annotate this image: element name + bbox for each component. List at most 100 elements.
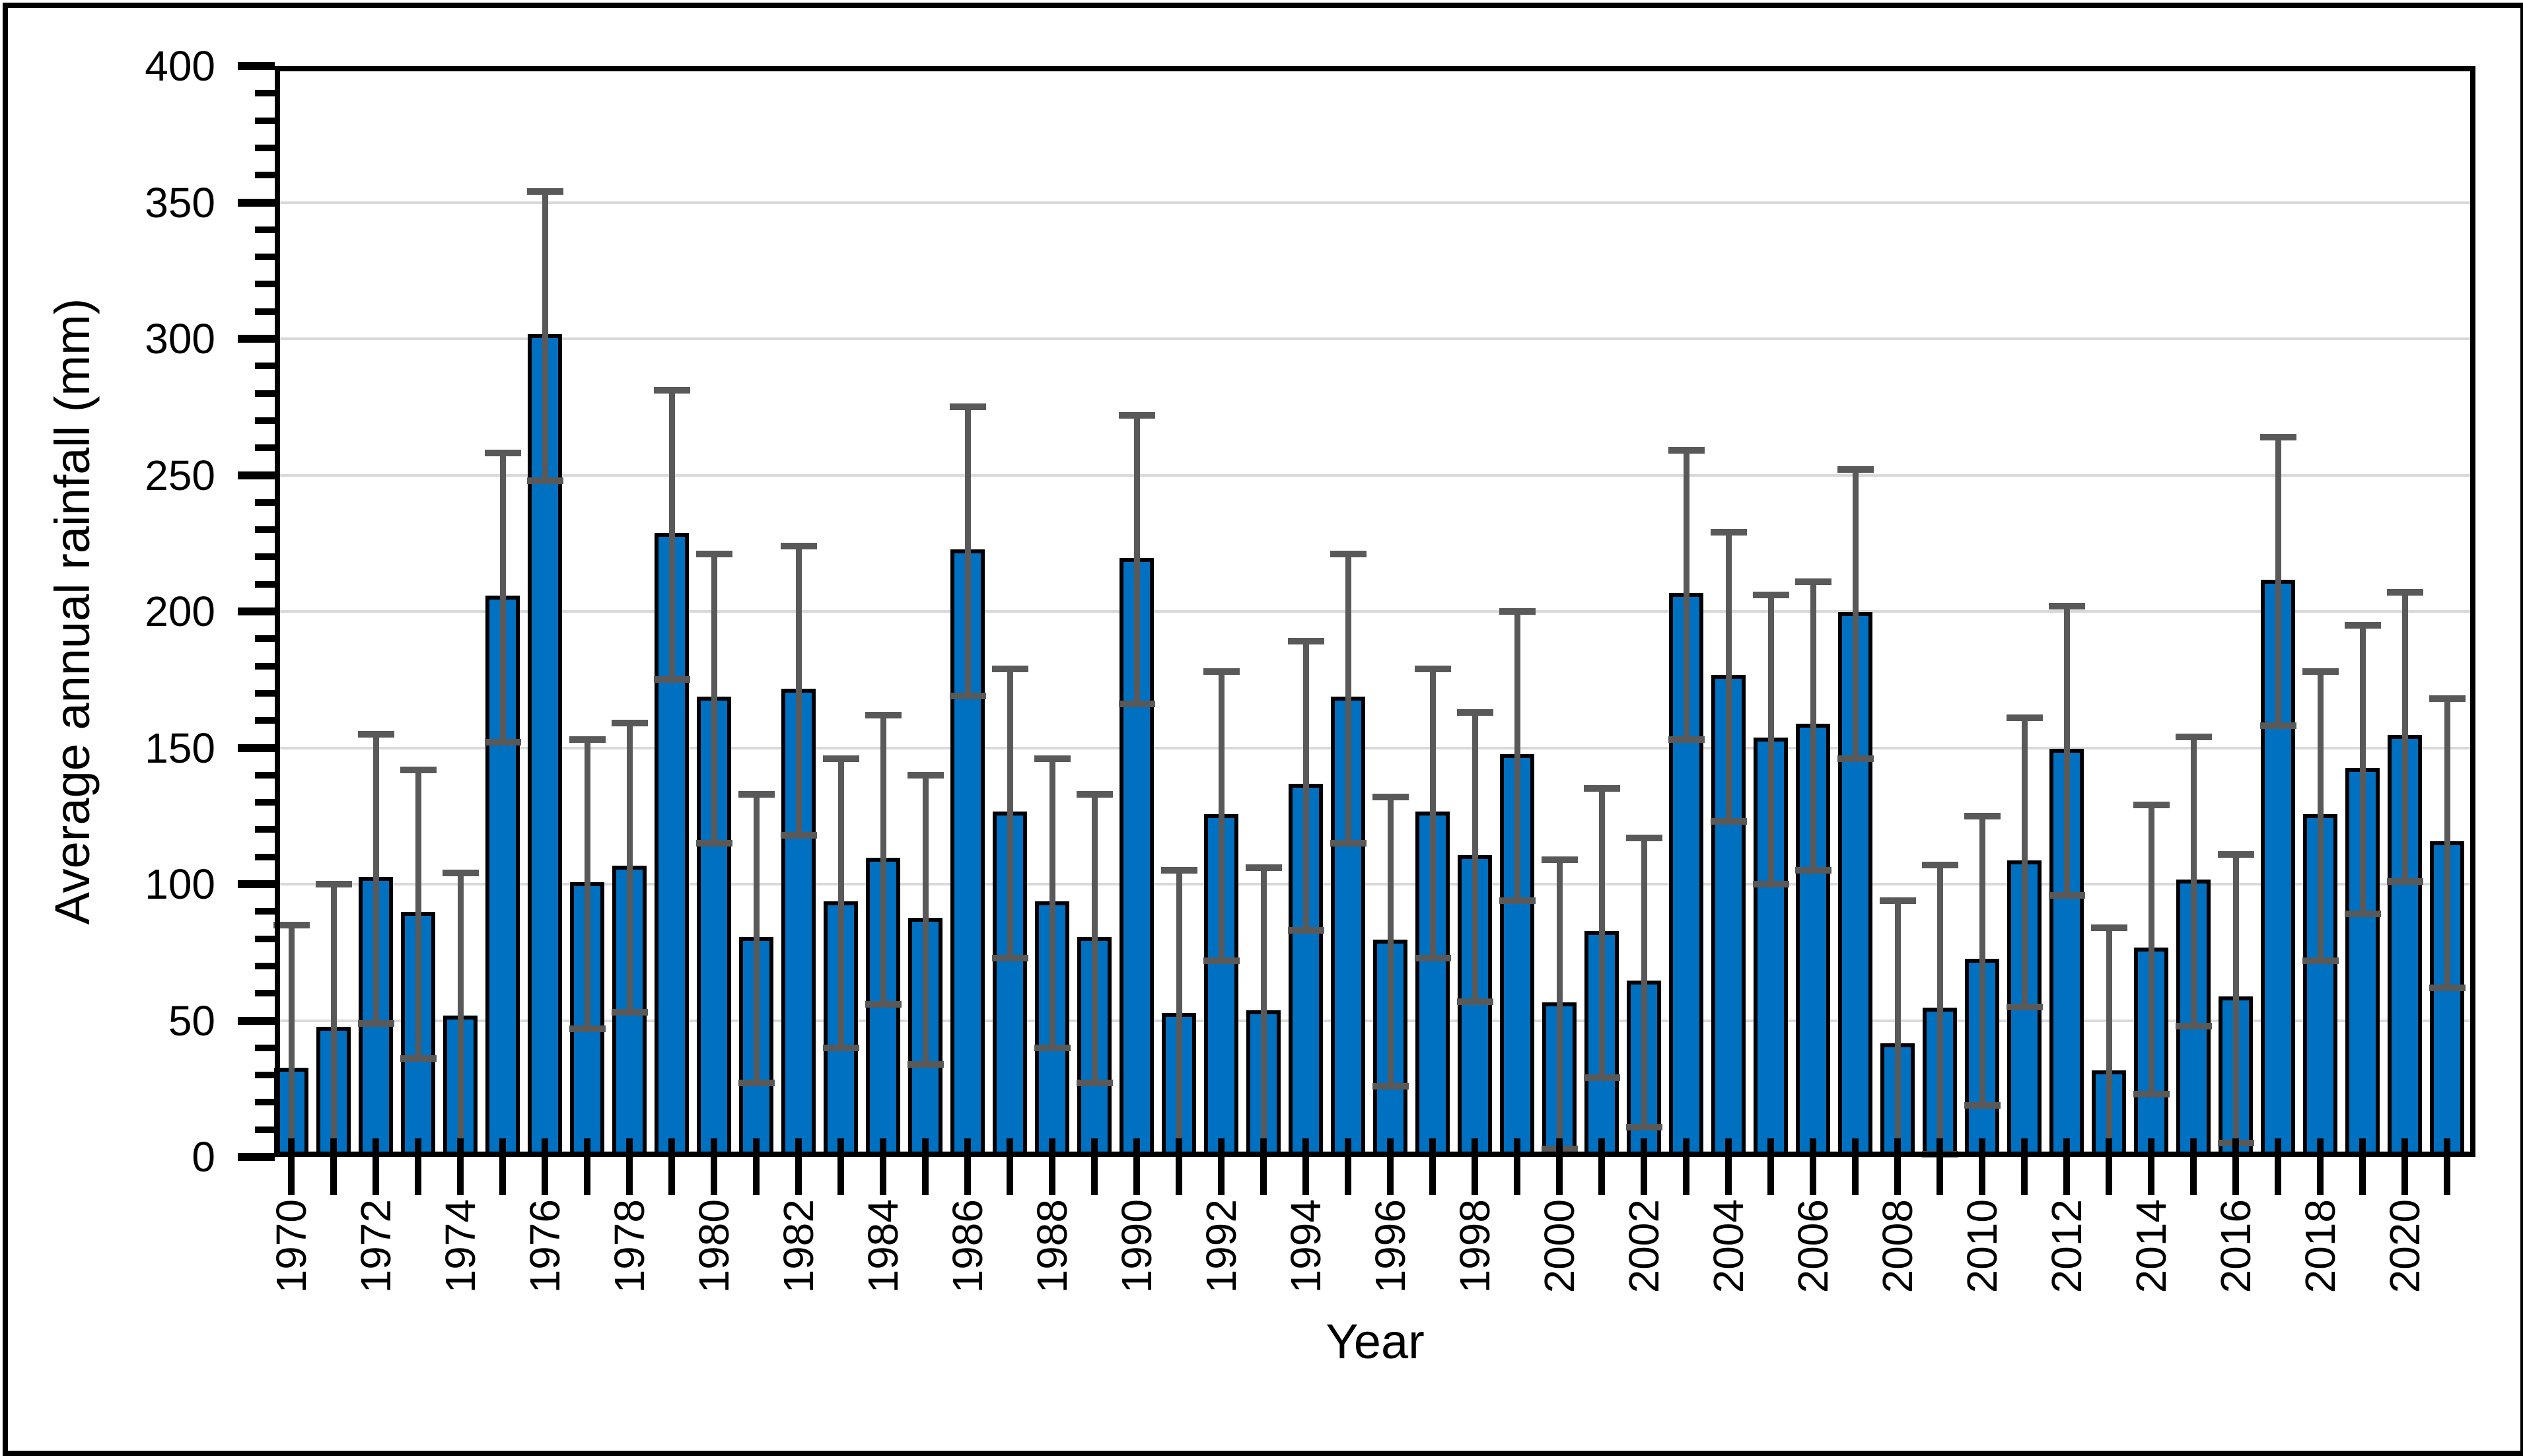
x-tick-1997 [1429, 1138, 1436, 1195]
y-minor-tick-370 [255, 144, 275, 151]
error-cap-bottom-1975 [485, 739, 521, 746]
y-minor-tick-230 [255, 526, 275, 534]
error-cap-bottom-2012 [2049, 891, 2085, 899]
x-tick-2016 [2232, 1138, 2239, 1195]
y-minor-tick-340 [255, 226, 275, 233]
x-tick-1973 [415, 1138, 421, 1195]
x-tick-1971 [330, 1138, 337, 1195]
error-cap-bottom-1979 [654, 676, 690, 683]
y-minor-tick-240 [255, 499, 275, 506]
x-tick-1978 [626, 1138, 633, 1195]
error-whisker-1984 [880, 714, 886, 1004]
error-cap-bottom-1988 [1034, 1044, 1071, 1051]
error-whisker-1988 [1049, 759, 1055, 1048]
error-cap-bottom-1981 [738, 1080, 775, 1087]
error-whisker-2017 [2275, 436, 2281, 726]
error-cap-bottom-2005 [1753, 881, 1789, 887]
error-cap-top-1984 [865, 711, 902, 718]
error-cap-top-2007 [1837, 466, 1874, 473]
error-cap-top-2011 [2007, 714, 2043, 722]
error-whisker-2015 [2191, 736, 2197, 1026]
gridline-300 [275, 337, 2475, 340]
error-cap-top-1993 [1246, 864, 1282, 872]
y-major-tick-100 [238, 880, 275, 888]
error-cap-bottom-2021 [2429, 984, 2466, 991]
x-tick-1986 [964, 1138, 971, 1195]
y-minor-tick-190 [255, 635, 275, 642]
error-whisker-2000 [1557, 859, 1563, 1149]
y-major-tick-400 [238, 62, 275, 70]
error-whisker-2002 [1641, 837, 1647, 1127]
error-whisker-1971 [331, 884, 337, 1157]
x-tick-1988 [1049, 1138, 1055, 1195]
error-whisker-2006 [1810, 581, 1816, 871]
error-whisker-1997 [1430, 668, 1436, 958]
x-tick-1999 [1514, 1138, 1520, 1195]
y-tick-label-250: 250 [145, 451, 215, 499]
figure-border: 0 50 100 150 200 250 300 350 400 1970 1972 1974 197… [3, 3, 2523, 1456]
error-cap-top-1975 [485, 450, 521, 457]
error-whisker-2018 [2318, 671, 2324, 961]
x-tick-2001 [1598, 1138, 1605, 1195]
x-tick-1975 [499, 1138, 506, 1195]
error-cap-top-1991 [1161, 867, 1197, 874]
error-whisker-2003 [1684, 450, 1689, 740]
y-minor-tick-140 [255, 771, 275, 779]
error-whisker-1993 [1261, 868, 1267, 1157]
error-cap-top-1990 [1119, 411, 1155, 419]
error-cap-top-2020 [2387, 589, 2423, 596]
error-whisker-2001 [1599, 788, 1605, 1078]
error-cap-top-1979 [654, 387, 690, 394]
error-cap-bottom-2020 [2387, 878, 2423, 885]
error-whisker-2014 [2149, 805, 2154, 1094]
error-cap-bottom-1976 [527, 477, 563, 484]
x-tick-2015 [2190, 1138, 2197, 1195]
x-tick-2012 [2063, 1138, 2070, 1195]
error-whisker-2012 [2064, 606, 2070, 895]
error-whisker-2010 [1979, 815, 1985, 1105]
y-minor-tick-120 [255, 826, 275, 833]
error-cap-bottom-1985 [907, 1060, 944, 1068]
error-cap-top-2004 [1711, 529, 1747, 536]
y-major-tick-200 [238, 607, 275, 615]
x-tick-1980 [711, 1138, 717, 1195]
error-cap-top-2000 [1542, 856, 1578, 863]
x-tick-2008 [1894, 1138, 1901, 1195]
error-cap-top-1981 [738, 790, 775, 798]
error-cap-top-2012 [2049, 602, 2085, 609]
error-whisker-2013 [2106, 928, 2112, 1157]
error-whisker-1994 [1303, 641, 1309, 931]
error-cap-bottom-2006 [1795, 867, 1831, 874]
error-whisker-1978 [627, 723, 633, 1013]
error-whisker-1970 [289, 924, 295, 1157]
error-cap-bottom-1984 [865, 1000, 902, 1008]
gridline-100 [275, 883, 2475, 885]
error-whisker-2021 [2444, 699, 2450, 988]
x-tick-2005 [1767, 1138, 1774, 1195]
error-whisker-2008 [1895, 900, 1901, 1157]
gridline-200 [275, 610, 2475, 613]
x-tick-1977 [584, 1138, 590, 1195]
y-tick-label-0: 0 [192, 1133, 215, 1181]
error-cap-top-2015 [2176, 733, 2212, 740]
error-cap-bottom-1980 [696, 840, 732, 847]
error-cap-bottom-2003 [1668, 736, 1705, 744]
x-tick-1972 [373, 1138, 379, 1195]
y-minor-tick-30 [255, 1072, 275, 1079]
error-cap-bottom-2011 [2007, 1003, 2043, 1010]
y-minor-tick-330 [255, 254, 275, 261]
error-cap-top-1978 [612, 720, 648, 727]
y-major-tick-50 [238, 1016, 275, 1025]
x-tick-1990 [1133, 1138, 1140, 1195]
error-cap-top-1974 [443, 870, 479, 877]
error-cap-bottom-2010 [1964, 1101, 2001, 1109]
error-cap-bottom-2004 [1711, 818, 1747, 825]
x-tick-2017 [2275, 1138, 2281, 1195]
x-tick-1981 [753, 1138, 760, 1195]
y-minor-tick-310 [255, 308, 275, 315]
error-whisker-2004 [1726, 532, 1732, 821]
y-tick-label-150: 150 [145, 724, 215, 772]
error-cap-top-2008 [1880, 897, 1916, 904]
error-cap-top-2006 [1795, 578, 1831, 585]
gridline-350 [275, 201, 2475, 204]
